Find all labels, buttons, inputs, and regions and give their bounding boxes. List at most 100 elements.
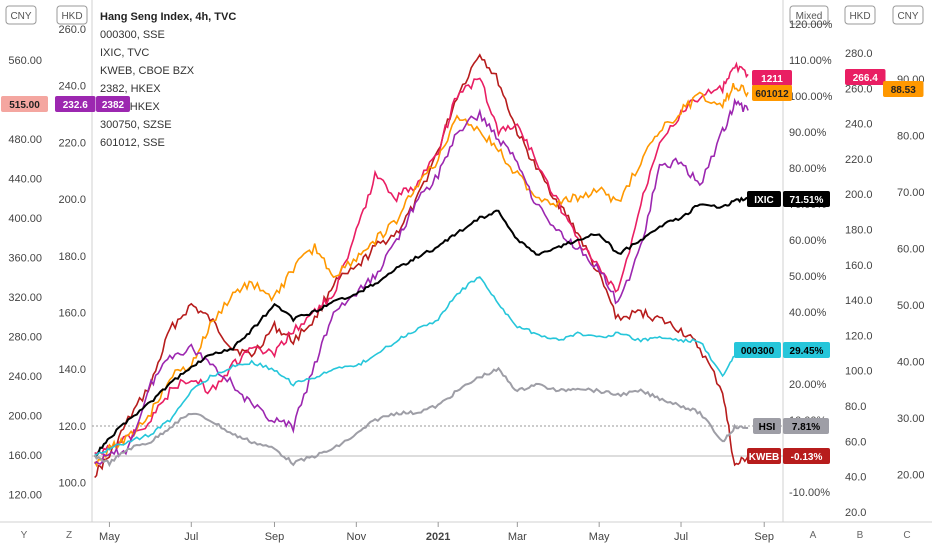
svg-text:515.00: 515.00 (9, 100, 40, 111)
scale-button-a: A (810, 530, 817, 541)
cny-right-unit-box[interactable]: CNY (892, 5, 924, 25)
svg-text:HKD: HKD (849, 11, 870, 22)
cny-right-tick-label: 70.00 (897, 187, 925, 199)
price-tag-013: -0.13% (783, 448, 830, 464)
mixed-tick-label: 100.00% (789, 91, 833, 103)
cny-left-unit-box[interactable]: CNY (5, 5, 37, 25)
hkd-right-tick-label: 80.0 (845, 401, 866, 413)
hkd-right-tick-label: 100.0 (845, 366, 873, 378)
hkd-right-tick-label: 120.0 (845, 330, 873, 342)
mixed-tick-label: 20.00% (789, 379, 827, 391)
mixed-unit-box[interactable]: Mixed (789, 5, 829, 25)
hkd-left-tick-label: 200.0 (58, 194, 86, 206)
legend-item-300750: 300750, SZSE (100, 119, 172, 131)
price-tag-51500: 515.00 (1, 96, 48, 112)
x-tick-label: May (589, 531, 610, 543)
mixed-tick-label: 90.00% (789, 127, 827, 139)
hkd-left-tick-label: 180.0 (58, 251, 86, 263)
price-tag-kweb: KWEB (747, 448, 781, 464)
svg-text:HKD: HKD (61, 11, 82, 22)
hkd-left-tick-label: 160.0 (58, 308, 86, 320)
svg-text:2382: 2382 (102, 100, 125, 111)
x-tick-label: Jul (674, 531, 688, 543)
series-line-300750 (94, 97, 749, 466)
svg-text:IXIC: IXIC (754, 195, 773, 206)
legend-item-kweb: KWEB, CBOE BZX (100, 65, 195, 77)
cny-left-tick-label: 160.00 (8, 450, 42, 462)
mixed-tick-label: 80.00% (789, 163, 827, 175)
cny-left-tick-label: 480.00 (8, 134, 42, 146)
hkd-right-tick-label: 40.0 (845, 472, 866, 484)
hkd-left-unit-box[interactable]: HKD (56, 5, 88, 25)
svg-text:CNY: CNY (897, 11, 918, 22)
legend-item-2382: 2382, HKEX (100, 83, 161, 95)
cny-right-tick-label: 40.00 (897, 357, 925, 369)
series-line-1211 (94, 61, 749, 456)
price-tag-2945: 29.45% (783, 342, 830, 358)
hkd-left-tick-label: 120.0 (58, 421, 86, 433)
svg-text:601012: 601012 (755, 89, 789, 100)
svg-text:232.6: 232.6 (63, 100, 88, 111)
hkd-right-unit-box[interactable]: HKD (844, 5, 876, 25)
legend-item-000300: 000300, SSE (100, 29, 165, 41)
hkd-right-tick-label: 140.0 (845, 295, 873, 307)
svg-text:CNY: CNY (10, 11, 31, 22)
svg-text:000300: 000300 (741, 346, 775, 357)
cny-right-tick-label: 50.00 (897, 300, 925, 312)
cny-left-tick-label: 360.00 (8, 253, 42, 265)
scale-button-b: B (857, 530, 864, 541)
hkd-right-tick-label: 160.0 (845, 260, 873, 272)
svg-text:71.51%: 71.51% (790, 195, 824, 206)
series-line-000300 (94, 276, 749, 456)
svg-text:KWEB: KWEB (749, 452, 780, 463)
price-tag-2664: 266.4 (845, 69, 886, 85)
price-tag-000300: 000300 (734, 342, 781, 358)
series-line-hsi (93, 366, 749, 468)
svg-text:Mixed: Mixed (796, 11, 823, 22)
x-tick-label: Mar (508, 531, 527, 543)
hkd-right-tick-label: 220.0 (845, 154, 873, 166)
price-tag-hsi: HSI (753, 418, 781, 434)
price-tag-2326: 232.6 (55, 96, 96, 112)
cny-right-tick-label: 30.00 (897, 413, 925, 425)
svg-text:88.53: 88.53 (891, 85, 916, 96)
hkd-right-tick-label: 20.0 (845, 507, 866, 519)
cny-left-tick-label: 240.00 (8, 371, 42, 383)
svg-text:7.81%: 7.81% (792, 422, 820, 433)
scale-button-z: Z (66, 530, 72, 541)
price-tag-ixic: IXIC (747, 191, 781, 207)
svg-text:266.4: 266.4 (853, 73, 878, 84)
svg-text:29.45%: 29.45% (790, 346, 824, 357)
x-tick-label: Sep (265, 531, 285, 543)
hkd-left-tick-label: 260.0 (58, 24, 86, 36)
mixed-tick-label: 50.00% (789, 271, 827, 283)
hkd-left-tick-label: 240.0 (58, 81, 86, 93)
hkd-right-tick-label: 180.0 (845, 225, 873, 237)
hkd-right-tick-label: 280.0 (845, 48, 873, 60)
x-tick-label: Sep (754, 531, 774, 543)
price-tag-1211: 1211 (752, 70, 792, 86)
mixed-tick-label: 120.00% (789, 19, 833, 31)
mixed-tick-label: 40.00% (789, 307, 827, 319)
legend-item-601012: 601012, SSE (100, 137, 165, 149)
scale-button-c: C (903, 530, 910, 541)
corner-buttons[interactable]: Y Z A B C (21, 530, 911, 541)
cny-left-tick-label: 280.00 (8, 332, 42, 344)
hkd-right-tick-label: 200.0 (845, 189, 873, 201)
svg-text:1211: 1211 (761, 74, 783, 85)
cny-left-tick-label: 440.00 (8, 174, 42, 186)
mixed-tick-label: 110.00% (789, 55, 832, 67)
legend: Hang Seng Index, 4h, TVC 000300, SSE IXI… (100, 11, 236, 149)
x-tick-label: Nov (347, 531, 367, 543)
cny-right-tick-label: 20.00 (897, 470, 925, 482)
scale-button-y: Y (21, 530, 28, 541)
hkd-left-tick-label: 100.0 (58, 478, 86, 490)
cny-left-tick-label: 200.00 (8, 411, 42, 423)
cny-left-tick-label: 320.00 (8, 292, 42, 304)
hkd-right-tick-label: 60.0 (845, 436, 866, 448)
chart-title: Hang Seng Index, 4h, TVC (100, 11, 236, 23)
cny-left-tick-label: 560.00 (8, 55, 42, 67)
cny-right-tick-label: 80.00 (897, 131, 925, 143)
price-tag-601012: 601012 (752, 85, 792, 101)
